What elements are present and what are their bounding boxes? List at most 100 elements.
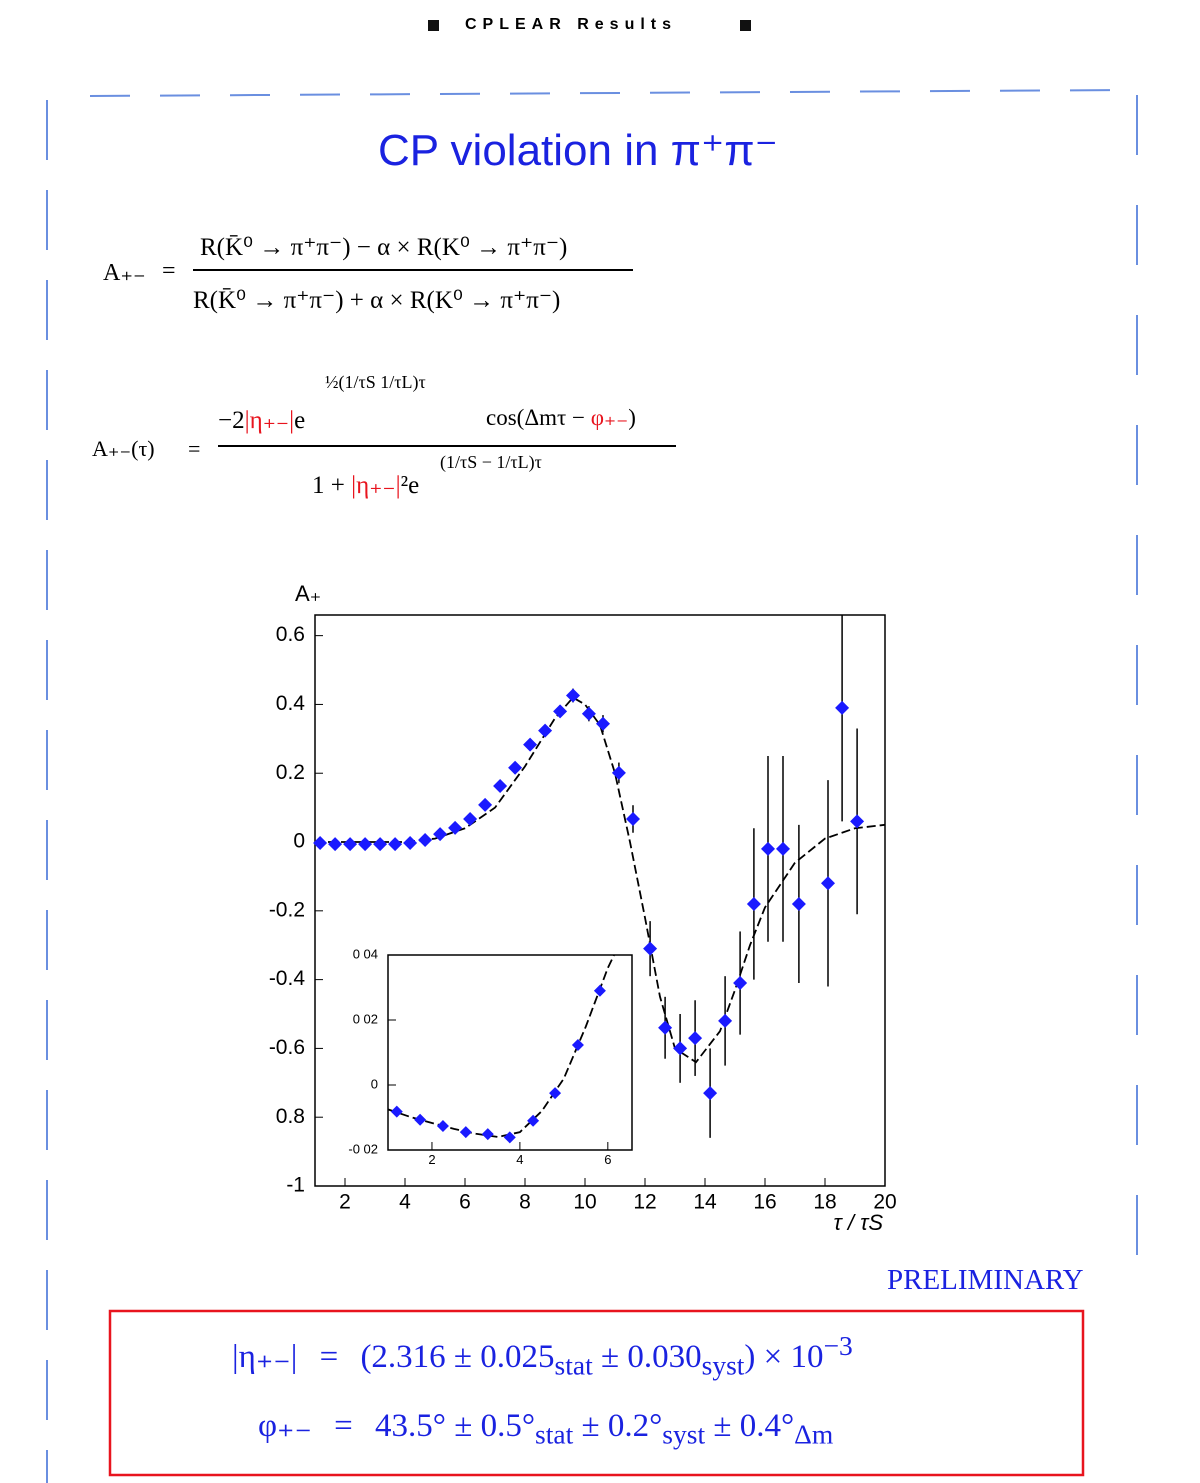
text: 1 + xyxy=(312,472,352,499)
text: ) × 10 xyxy=(744,1339,824,1375)
preliminary: PRELIMINARY xyxy=(887,1264,1084,1296)
bullet xyxy=(740,20,751,31)
x-tick-label: 4 xyxy=(516,1152,523,1167)
data-point xyxy=(527,1114,540,1127)
x-tick-label: 14 xyxy=(693,1190,717,1213)
data-point xyxy=(718,1013,733,1028)
data-point xyxy=(571,1039,584,1052)
data-point xyxy=(448,820,463,835)
data-point xyxy=(850,814,865,829)
data-point xyxy=(373,837,388,852)
data-point xyxy=(481,1128,494,1141)
data-point xyxy=(688,1031,703,1046)
x-tick-label: 12 xyxy=(633,1190,656,1213)
y-tick-label: 0 04 xyxy=(353,946,378,961)
data-point xyxy=(343,837,358,852)
data-point xyxy=(611,765,626,780)
x-tick-label: 10 xyxy=(573,1190,596,1213)
data-point xyxy=(581,706,596,721)
text: φ₊₋ xyxy=(258,1408,312,1444)
text: ± 0.4° xyxy=(713,1408,795,1444)
text: ± 0.030 xyxy=(601,1339,702,1375)
data-point xyxy=(596,716,610,731)
data-point xyxy=(643,941,658,956)
text: 43.5° ± 0.5° xyxy=(375,1408,536,1444)
y-tick-label: -0.4 xyxy=(269,967,306,990)
x-tick-label: 2 xyxy=(428,1152,435,1167)
data-point xyxy=(503,1131,516,1144)
text: stat xyxy=(554,1349,593,1381)
x-tick-label: 18 xyxy=(813,1190,836,1213)
data-point xyxy=(433,827,448,842)
result-box xyxy=(108,1309,1085,1477)
data-point xyxy=(761,841,775,856)
data-point xyxy=(549,1087,562,1100)
y-tick-label: 0 02 xyxy=(353,1011,378,1026)
data-point xyxy=(493,778,508,793)
text: syst xyxy=(701,1349,745,1381)
text: −2 xyxy=(218,407,245,434)
formula-exponent: (1/τS − 1/τL)τ xyxy=(440,452,542,472)
y-tick-label: -0.6 xyxy=(269,1036,305,1059)
y-tick-label: -0.2 xyxy=(269,898,305,921)
data-point xyxy=(436,1119,449,1132)
data-point xyxy=(791,896,806,911)
text: |η₊₋| xyxy=(244,407,295,434)
formula-eq: = xyxy=(188,436,201,461)
data-point xyxy=(593,984,606,997)
data-point xyxy=(626,811,640,826)
formula-exponent: ½(1/τS 1/τL)τ xyxy=(325,372,426,392)
y-tick-label: 0.4 xyxy=(276,692,306,715)
text: φ₊₋ xyxy=(590,405,629,430)
formula-eq: = xyxy=(162,258,176,284)
data-point xyxy=(733,976,748,991)
bullet xyxy=(428,20,439,31)
text: −3 xyxy=(823,1330,853,1361)
data-point xyxy=(566,688,580,703)
data-point xyxy=(478,797,493,812)
text: |η₊₋| xyxy=(351,472,401,499)
data-point xyxy=(703,1086,718,1101)
plot-area xyxy=(387,954,633,1151)
data-point xyxy=(414,1113,427,1126)
x-tick-label: 20 xyxy=(873,1190,896,1213)
text: = xyxy=(334,1408,353,1444)
data-point xyxy=(523,737,538,752)
text: e xyxy=(294,407,306,434)
x-tick-label: 16 xyxy=(753,1190,776,1213)
header: CPLEAR Results xyxy=(465,16,678,33)
y-tick-label: 0.2 xyxy=(276,761,305,784)
text: = xyxy=(319,1339,339,1375)
x-tick-label: 2 xyxy=(339,1190,351,1213)
data-point xyxy=(459,1126,472,1139)
data-point xyxy=(388,837,403,852)
data-point xyxy=(328,837,343,852)
data-point xyxy=(658,1020,673,1035)
y-tick-label: 0 xyxy=(293,830,305,853)
data-point xyxy=(776,841,790,856)
formula-cos: cos(Δmτ − φ₊₋) xyxy=(486,405,636,431)
y-tick-label: -1 xyxy=(286,1174,305,1197)
data-point xyxy=(358,837,373,852)
result-line: |η₊₋| = (2.316 ± 0.025stat ± 0.030syst) … xyxy=(232,1330,853,1382)
x-tick-label: 6 xyxy=(459,1190,471,1213)
formula-denominator: R(K̄⁰ → π⁺π⁻) + α × R(K⁰ → π⁺π⁻) xyxy=(193,287,561,314)
text: ± 0.2° xyxy=(581,1408,663,1444)
x-axis-label: τ / τS xyxy=(834,1210,884,1235)
text: |η₊₋| xyxy=(232,1339,298,1375)
data-point xyxy=(746,896,761,911)
formula-lhs: A₊₋ xyxy=(103,260,146,286)
text: (2.316 ± 0.025 xyxy=(360,1339,555,1375)
text: Δm xyxy=(794,1418,834,1450)
x-tick-label: 8 xyxy=(519,1190,531,1213)
data-point xyxy=(418,832,433,847)
text: stat xyxy=(535,1418,574,1450)
x-tick-label: 4 xyxy=(399,1190,411,1213)
data-point xyxy=(403,836,418,851)
text: cos(Δmτ − xyxy=(486,405,591,430)
formula-lhs: A₊₋(τ) xyxy=(92,436,155,461)
data-point xyxy=(673,1041,688,1056)
y-tick-label: 0.6 xyxy=(276,623,305,646)
